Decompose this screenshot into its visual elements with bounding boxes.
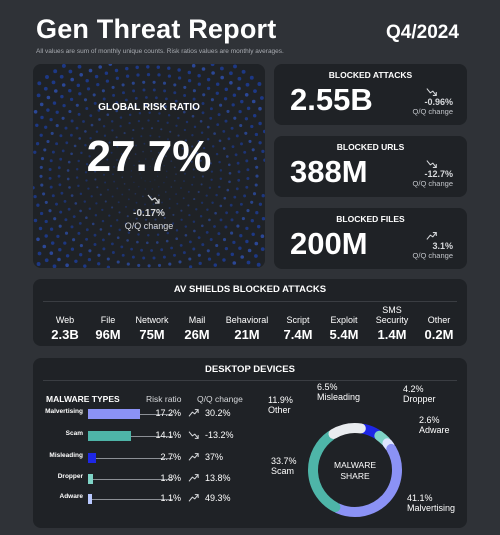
dot-pattern-background: [33, 64, 265, 268]
trend-down-icon: [426, 160, 437, 168]
trend-up-icon: [188, 453, 199, 461]
share-label-other: 11.9% Other: [268, 395, 293, 415]
risk-bar: [88, 494, 92, 504]
share-label-misleading: 6.5% Misleading: [317, 382, 361, 402]
risk-bar: [88, 431, 131, 441]
malware-share-label: MALWARE: [334, 460, 376, 470]
blocked-urls-change: -12.7%: [424, 169, 453, 179]
blocked-urls-change-label: Q/Q change: [412, 179, 453, 188]
qq-change-header: Q/Q change: [197, 394, 243, 404]
blocked-urls-panel: BLOCKED URLS 388M -12.7% Q/Q change: [274, 136, 467, 197]
malware-type-name: Scam: [65, 430, 83, 437]
trend-up-icon: [188, 494, 199, 502]
risk-ratio-value: 2.7%: [160, 452, 181, 462]
blocked-attacks-panel: BLOCKED ATTACKS 2.55B -0.96% Q/Q change: [274, 64, 467, 125]
blocked-files-panel: BLOCKED FILES 200M 3.1% Q/Q change: [274, 208, 467, 269]
trend-up-icon: [188, 474, 199, 482]
blocked-attacks-change-label: Q/Q change: [412, 107, 453, 116]
donut-slice-malvertising: [333, 443, 402, 517]
blocked-files-value: 200M: [290, 226, 368, 261]
risk-ratio-header: Risk ratio: [146, 394, 182, 404]
table-row: Misleading 2.7% 37%: [33, 450, 273, 470]
risk-ratio-value: 14.1%: [155, 430, 181, 440]
bar-track: [88, 479, 173, 480]
malware-type-name: Dropper: [57, 473, 83, 480]
donut-slice-other: [328, 423, 366, 439]
share-label-scam: 33.7% Scam: [271, 456, 297, 476]
malware-types-header: MALWARE TYPES: [46, 394, 120, 404]
table-row: Malvertising 17.2% 30.2%: [33, 406, 273, 426]
share-label-malvertising: 41.1% Malvertising: [407, 493, 456, 513]
report-subtitle: All values are sum of monthly unique cou…: [36, 48, 284, 55]
global-risk-ratio-change: -0.17%: [133, 208, 165, 219]
av-item-sms-security: SMS Security 1.4M: [375, 305, 409, 342]
trend-up-icon: [426, 232, 437, 240]
av-item-mail: Mail 26M: [184, 315, 210, 342]
global-risk-ratio-panel: GLOBAL RISK RATIO 27.7% -0.17% Q/Q chang…: [33, 64, 265, 268]
risk-ratio-value: 1.1%: [160, 493, 181, 503]
report-period: Q4/2024: [386, 22, 459, 43]
report-title: Gen Threat Report: [36, 14, 277, 44]
risk-ratio-value: 17.2%: [155, 408, 181, 418]
blocked-urls-value: 388M: [290, 154, 368, 189]
trend-down-icon: [426, 88, 437, 96]
trend-down-icon: [147, 194, 160, 204]
av-shields-panel: AV SHIELDS BLOCKED ATTACKS Web 2.3B File 9…: [33, 279, 467, 346]
av-item-other: Other 0.2M: [424, 315, 454, 342]
global-risk-ratio-label: GLOBAL RISK RATIO: [98, 102, 200, 113]
trend-down-icon: [188, 431, 199, 439]
qq-change-value: 37%: [205, 452, 224, 462]
av-item-web: Web 2.3B: [51, 315, 79, 342]
global-risk-ratio-change-label: Q/Q change: [124, 221, 174, 231]
global-risk-ratio-value: 27.7%: [86, 132, 212, 181]
blocked-attacks-label: BLOCKED ATTACKS: [328, 70, 413, 80]
blocked-files-change-label: Q/Q change: [412, 251, 453, 260]
malware-share-label: SHARE: [340, 471, 370, 481]
bar-track: [88, 458, 173, 459]
blocked-attacks-value: 2.55B: [290, 82, 373, 117]
av-shields-title: AV SHIELDS BLOCKED ATTACKS: [173, 284, 327, 295]
av-item-script: Script 7.4M: [283, 315, 313, 342]
malware-type-name: Malvertising: [45, 408, 83, 415]
blocked-attacks-change: -0.96%: [424, 97, 453, 107]
trend-up-icon: [188, 409, 199, 417]
qq-change-value: 30.2%: [205, 408, 231, 418]
malware-type-name: Misleading: [49, 452, 83, 459]
donut-slice-scam: [308, 430, 341, 513]
table-row: Dropper 1.8% 13.8%: [33, 471, 273, 491]
divider: [43, 301, 457, 302]
blocked-urls-label: BLOCKED URLS: [336, 142, 405, 152]
risk-bar: [88, 453, 97, 463]
av-item-network: Network 75M: [135, 315, 169, 342]
risk-bar: [88, 474, 94, 484]
av-item-behavioral: Behavioral 21M: [225, 315, 269, 342]
share-label-adware: 2.6% Adware: [419, 415, 450, 435]
table-row: Scam 14.1% -13.2%: [33, 428, 273, 448]
donut-slice-misleading: [358, 423, 382, 440]
desktop-devices-title: DESKTOP DEVICES: [205, 364, 295, 375]
share-label-dropper: 4.2% Dropper: [403, 384, 436, 404]
qq-change-value: -13.2%: [205, 430, 234, 440]
qq-change-value: 49.3%: [205, 493, 231, 503]
divider: [43, 380, 457, 381]
av-item-exploit: Exploit 5.4M: [329, 315, 359, 342]
malware-type-name: Adware: [59, 493, 83, 500]
bar-track: [88, 499, 173, 500]
qq-change-value: 13.8%: [205, 473, 231, 483]
av-item-file: File 96M: [95, 315, 121, 342]
table-row: Adware 1.1% 49.3%: [33, 491, 273, 511]
risk-ratio-value: 1.8%: [160, 473, 181, 483]
risk-bar: [88, 409, 140, 419]
blocked-files-label: BLOCKED FILES: [336, 214, 405, 224]
desktop-devices-panel: DESKTOP DEVICES MALWARE TYPES Risk ratio…: [33, 358, 467, 528]
blocked-files-change: 3.1%: [432, 241, 453, 251]
